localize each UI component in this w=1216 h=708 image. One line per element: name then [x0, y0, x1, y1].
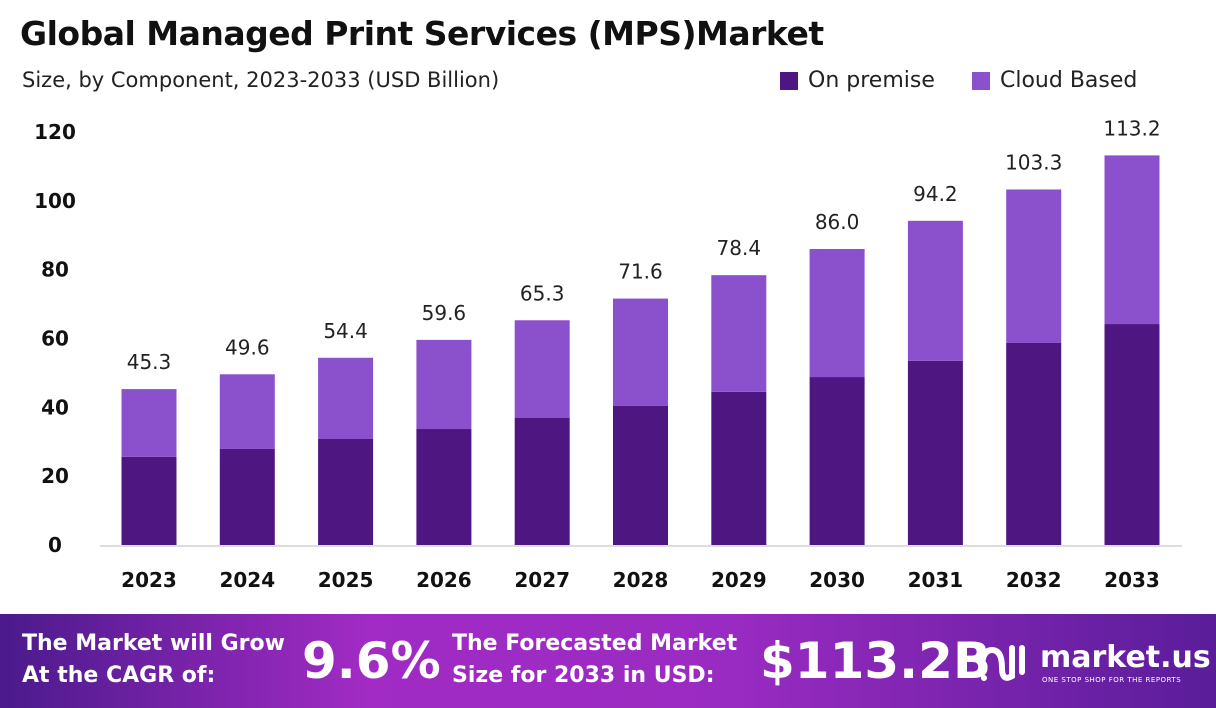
bar-on-premise-2024 [219, 448, 275, 545]
market-us-logo-icon [979, 645, 1025, 681]
total-data-label: 45.3 [127, 350, 172, 374]
bar-on-premise-2029 [711, 391, 767, 545]
bar-cloud-based-2030 [809, 249, 865, 378]
total-data-label: 71.6 [618, 260, 663, 284]
bar-cloud-based-2026 [416, 339, 472, 430]
bar-cloud-based-2032 [1006, 189, 1062, 343]
bar-on-premise-2028 [613, 405, 668, 545]
bar-on-premise-2031 [907, 360, 963, 545]
forecast-label-line: Size for 2033 in USD: [452, 663, 715, 688]
bar-cloud-based-2025 [318, 357, 374, 439]
y-tick-label: 20 [41, 464, 69, 488]
bar-on-premise-2025 [318, 438, 374, 545]
bar-on-premise-2023 [121, 456, 177, 545]
bar-cloud-based-2033 [1104, 155, 1160, 325]
y-tick-label: 100 [34, 189, 76, 213]
x-tick-label: 2023 [121, 568, 177, 592]
y-tick-label: 60 [41, 327, 69, 351]
total-data-label: 103.3 [1005, 150, 1062, 174]
total-data-label: 113.2 [1103, 116, 1160, 140]
forecast-label-line: The Forecasted Market [452, 631, 738, 656]
bar-chart: 0 20 40 60 80 100 120 45.3 2023 49.6 2024 54.4 2025 5… [34, 116, 1182, 592]
chart-title: Global Managed Print Services (MPS)Marke… [20, 14, 824, 53]
bar-on-premise-2033 [1104, 324, 1160, 545]
total-data-label: 59.6 [422, 301, 467, 325]
cagr-label: The Market will Grow At the CAGR of: [22, 628, 285, 692]
total-data-label: 65.3 [520, 281, 565, 305]
x-tick-label: 2027 [514, 568, 570, 592]
logo-text: market.us [1040, 640, 1211, 675]
forecast-value: $113.2B [760, 632, 992, 690]
x-tick-label: 2028 [613, 568, 669, 592]
x-tick-label: 2030 [809, 568, 865, 592]
cagr-label-line: The Market will Grow [22, 631, 285, 656]
x-tick-label: 2025 [318, 568, 374, 592]
legend-item-on-premise: On premise [780, 68, 935, 93]
footer-banner: The Market will Grow At the CAGR of: 9.6%… [0, 614, 1216, 708]
legend-swatch [780, 71, 798, 90]
y-tick-label: 80 [41, 258, 69, 282]
logo-tagline: ONE STOP SHOP FOR THE REPORTS [1042, 676, 1182, 684]
total-data-label: 54.4 [323, 319, 368, 343]
x-tick-label: 2024 [219, 568, 275, 592]
bar-cloud-based-2024 [219, 374, 275, 449]
total-data-label: 78.4 [717, 236, 762, 260]
legend-label: On premise [808, 68, 935, 93]
x-tick-label: 2029 [711, 568, 767, 592]
forecast-label: The Forecasted Market Size for 2033 in US… [452, 628, 737, 692]
bar-cloud-based-2027 [514, 320, 570, 419]
bar-cloud-based-2031 [907, 220, 963, 361]
cagr-label-line: At the CAGR of: [22, 663, 216, 688]
x-tick-label: 2026 [416, 568, 472, 592]
legend-item-cloud-based: Cloud Based [972, 68, 1137, 93]
x-tick-label: 2033 [1104, 568, 1160, 592]
legend-label: Cloud Based [1000, 68, 1138, 93]
x-tick-label: 2032 [1006, 568, 1062, 592]
bar-on-premise-2026 [416, 429, 472, 545]
bar-on-premise-2027 [514, 418, 570, 545]
bar-on-premise-2030 [809, 377, 865, 545]
total-data-label: 49.6 [225, 335, 270, 359]
legend-swatch [972, 71, 990, 90]
x-tick-label: 2031 [908, 568, 964, 592]
bar-cloud-based-2023 [121, 389, 177, 457]
total-data-label: 86.0 [815, 210, 860, 234]
y-tick-label: 120 [34, 120, 76, 144]
bar-cloud-based-2028 [613, 298, 668, 406]
total-data-label: 94.2 [913, 182, 958, 206]
cagr-value: 9.6% [302, 632, 441, 690]
chart-subtitle: Size, by Component, 2023-2033 (USD Billi… [22, 68, 500, 92]
bar-on-premise-2032 [1006, 342, 1062, 545]
y-tick-label: 40 [41, 395, 69, 419]
y-tick-label: 0 [48, 533, 62, 557]
bar-cloud-based-2029 [711, 275, 767, 392]
